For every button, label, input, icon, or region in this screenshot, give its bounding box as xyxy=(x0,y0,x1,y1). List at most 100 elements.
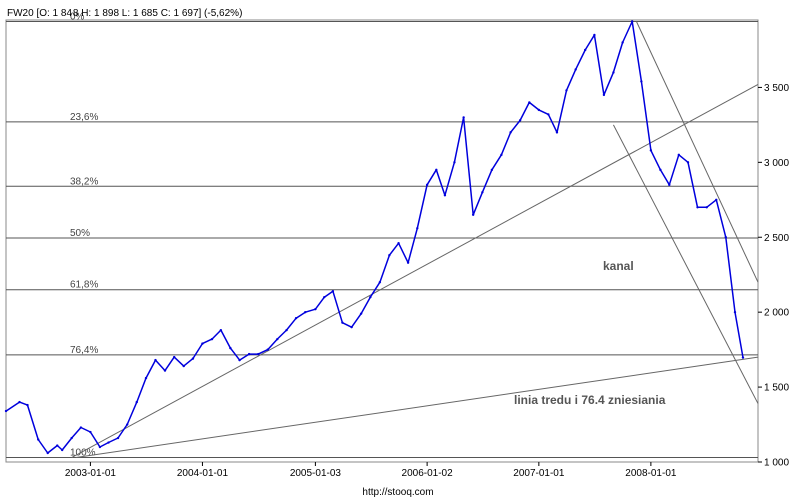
price-point xyxy=(528,101,531,104)
price-point xyxy=(359,312,363,315)
price-point xyxy=(238,358,241,362)
price-point xyxy=(285,328,288,332)
fib-level-label: 38,2% xyxy=(70,176,98,187)
fib-level-label: 76,4% xyxy=(70,345,98,356)
fib-level-label: 61,8% xyxy=(70,280,98,291)
price-point xyxy=(724,236,727,239)
price-point xyxy=(565,89,568,92)
y-tick-label: 3 000 xyxy=(764,158,789,169)
price-point xyxy=(60,448,64,452)
fib-level-label: 23,6% xyxy=(70,112,98,123)
price-point xyxy=(229,346,232,350)
price-point xyxy=(341,321,344,324)
price-point xyxy=(144,376,148,380)
price-point xyxy=(696,206,699,209)
price-point xyxy=(481,191,484,194)
price-point xyxy=(98,445,102,449)
price-point xyxy=(612,71,615,74)
price-point xyxy=(70,436,73,440)
price-point xyxy=(574,68,577,71)
price-point xyxy=(705,206,708,209)
price-point xyxy=(621,41,624,44)
price-point xyxy=(435,168,438,172)
price-point xyxy=(350,325,353,329)
price-point xyxy=(518,119,522,122)
price-point xyxy=(323,295,326,299)
fib-level-label: 100% xyxy=(70,448,96,459)
price-point xyxy=(314,307,317,311)
price-point xyxy=(210,337,214,341)
price-point xyxy=(659,168,662,172)
price-point xyxy=(462,116,465,119)
price-point xyxy=(397,242,400,245)
price-point xyxy=(201,342,204,345)
fib-level-label: 0% xyxy=(70,11,85,22)
trend-line xyxy=(75,356,759,458)
price-point xyxy=(182,364,185,368)
price-point xyxy=(18,400,21,404)
price-point xyxy=(247,352,251,356)
price-point xyxy=(416,227,419,230)
price-point xyxy=(471,213,475,216)
price-point xyxy=(490,168,494,172)
price-point xyxy=(537,108,541,112)
price-point xyxy=(733,310,737,314)
price-point xyxy=(135,400,138,404)
x-tick-label: 2006-01-02 xyxy=(402,468,454,479)
y-tick-label: 3 500 xyxy=(764,83,789,94)
price-point xyxy=(425,183,429,187)
price-point xyxy=(668,183,671,187)
price-point xyxy=(107,441,110,444)
price-point xyxy=(257,352,260,356)
price-point xyxy=(630,20,634,23)
fib-level-label: 50% xyxy=(70,228,90,239)
price-point xyxy=(547,113,550,116)
price-point xyxy=(500,153,503,157)
price-point xyxy=(4,409,8,413)
price-point xyxy=(555,131,559,134)
y-tick-label: 2 000 xyxy=(764,308,789,319)
price-point xyxy=(640,80,643,83)
x-tick-label: 2003-01-01 xyxy=(65,468,117,479)
price-point xyxy=(79,426,83,429)
plot-area xyxy=(5,19,759,463)
price-point xyxy=(37,438,40,441)
price-point xyxy=(593,33,596,37)
chart-annotation: linia tredu i 76.4 zniesiania xyxy=(514,393,666,407)
price-point xyxy=(715,198,718,201)
y-tick-label: 2 500 xyxy=(764,233,789,244)
trend-line xyxy=(71,83,759,458)
price-point xyxy=(369,295,372,299)
price-point xyxy=(173,355,176,359)
price-point xyxy=(388,254,391,257)
y-tick-label: 1 000 xyxy=(764,458,789,469)
price-point xyxy=(191,357,195,360)
price-point xyxy=(406,261,410,264)
chart-annotation: kanal xyxy=(603,259,634,273)
price-series-line xyxy=(5,20,744,454)
x-tick-label: 2004-01-01 xyxy=(177,468,229,479)
price-point xyxy=(126,423,129,426)
price-point xyxy=(378,281,382,284)
trend-line xyxy=(612,124,759,404)
x-tick-label: 2008-01-01 xyxy=(625,468,677,479)
x-tick-label: 2005-01-03 xyxy=(290,468,342,479)
price-point xyxy=(294,316,298,320)
price-point xyxy=(116,436,120,440)
price-point xyxy=(276,337,279,341)
price-point xyxy=(56,444,59,447)
price-point xyxy=(89,430,92,434)
price-point xyxy=(26,403,29,407)
price-point xyxy=(649,149,653,152)
price-point xyxy=(266,348,270,351)
price-point xyxy=(219,328,223,332)
price-point xyxy=(304,310,307,314)
price-point xyxy=(163,369,167,372)
price-point xyxy=(154,358,157,362)
price-point xyxy=(686,161,690,164)
price-point xyxy=(741,356,745,359)
chart-title: FW20 [O: 1 84 8 H: 1 898 L: 1 685 C: 1 6… xyxy=(7,8,242,19)
price-point xyxy=(46,451,49,455)
price-point xyxy=(443,194,447,197)
